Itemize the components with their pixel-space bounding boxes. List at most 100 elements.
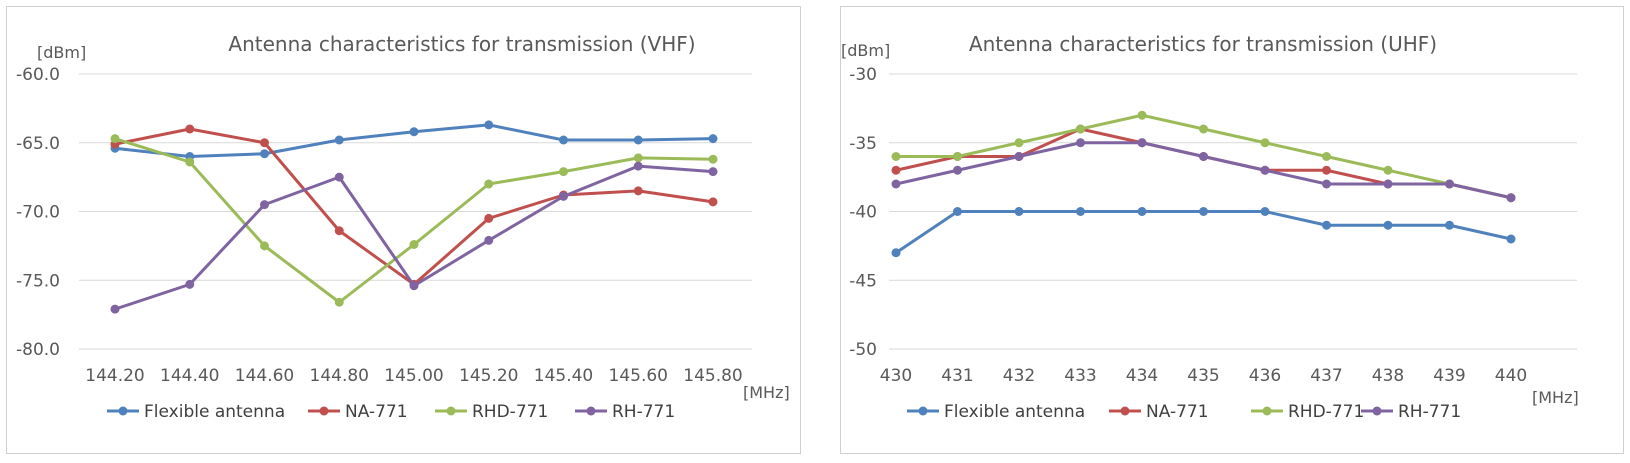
x-tick-label: 144.60 [235, 366, 294, 386]
legend-item-na-771: NA-771 [308, 402, 408, 422]
y-tick-label: -45 [849, 271, 877, 291]
x-axis-unit-label: [MHz] [743, 383, 790, 402]
series-line-flexible-antenna [894, 210, 1513, 255]
legend-item-flexible-antenna: Flexible antenna [107, 402, 285, 422]
data-point-na-771 [484, 213, 494, 223]
series-line-rhd-771 [113, 137, 715, 304]
x-axis-unit-label: [MHz] [1532, 388, 1579, 407]
x-tick-label: 145.80 [683, 366, 742, 386]
x-tick-label: 144.20 [85, 366, 144, 386]
legend-label: Flexible antenna [144, 402, 285, 422]
data-point-flexible-antenna [334, 135, 344, 145]
x-tick-label: 145.60 [609, 366, 668, 386]
data-point-rhd-771 [110, 134, 120, 144]
vhf-chart: Antenna characteristics for transmission… [16, 32, 790, 422]
data-point-rh-771 [559, 191, 568, 201]
x-tick-label: 438 [1372, 366, 1404, 386]
data-point-rhd-771 [1014, 138, 1024, 148]
legend-point-marker [918, 406, 928, 416]
x-tick-label: 432 [1003, 366, 1035, 386]
data-point-rh-771 [334, 172, 344, 182]
x-tick-label: 440 [1495, 366, 1527, 386]
data-point-rhd-771 [1076, 124, 1085, 134]
uhf-chart: Antenna characteristics for transmission… [841, 32, 1579, 422]
legend-label: NA-771 [1146, 402, 1209, 422]
data-point-rh-771 [1199, 152, 1208, 161]
y-tick-label: -30 [849, 65, 877, 85]
data-point-rh-771 [1506, 193, 1516, 203]
data-point-flexible-antenna [708, 134, 718, 144]
chart-title: Antenna characteristics for transmission… [969, 32, 1437, 56]
data-point-flexible-antenna [1445, 220, 1454, 230]
data-point-rhd-771 [1383, 165, 1393, 175]
data-point-rhd-771 [260, 241, 269, 251]
data-point-rh-771 [1137, 138, 1147, 148]
data-point-rh-771 [185, 279, 195, 289]
legend-item-rh-771: RH-771 [575, 402, 675, 422]
x-tick-label: 145.00 [384, 366, 443, 386]
data-point-rhd-771 [633, 153, 643, 163]
data-point-flexible-antenna [633, 135, 643, 145]
data-point-rh-771 [1322, 179, 1331, 189]
data-point-rh-771 [1445, 179, 1454, 189]
data-point-rhd-771 [708, 154, 718, 164]
data-point-rhd-771 [409, 240, 419, 249]
x-tick-label: 144.80 [310, 366, 369, 386]
data-point-na-771 [708, 197, 718, 207]
legend-point-marker [1372, 406, 1382, 416]
data-point-rh-771 [953, 165, 962, 175]
data-point-rh-771 [1076, 138, 1085, 148]
legend-label: RH-771 [1398, 402, 1461, 422]
y-tick-label: -65.0 [16, 134, 60, 154]
x-tick-label: 435 [1187, 366, 1219, 386]
data-point-na-771 [260, 138, 269, 148]
data-point-rhd-771 [1260, 138, 1270, 148]
x-tick-label: 436 [1249, 366, 1281, 386]
legend-point-marker [319, 406, 329, 416]
x-tick-label: 437 [1310, 366, 1342, 386]
legend-item-na-771: NA-771 [1109, 402, 1209, 422]
series-line-na-771 [113, 127, 715, 286]
data-point-flexible-antenna [1199, 207, 1208, 216]
data-point-flexible-antenna [1506, 234, 1516, 244]
x-tick-label: 145.20 [459, 366, 518, 386]
data-point-flexible-antenna [484, 120, 494, 130]
data-point-rh-771 [708, 167, 718, 177]
data-point-flexible-antenna [1076, 207, 1085, 216]
x-tick-label: 430 [880, 366, 912, 386]
data-point-rh-771 [1383, 179, 1393, 189]
legend-label: Flexible antenna [944, 402, 1085, 422]
uhf-chart-panel: Antenna characteristics for transmission… [840, 6, 1624, 454]
legend-item-rhd-771: RHD-771 [435, 402, 548, 422]
vhf-chart-panel: Antenna characteristics for transmission… [6, 6, 801, 454]
data-point-rhd-771 [334, 297, 344, 307]
data-point-rh-771 [110, 304, 120, 314]
y-tick-label: -75.0 [16, 271, 60, 291]
x-tick-label: 431 [941, 366, 973, 386]
legend-item-rhd-771: RHD-771 [1251, 402, 1364, 422]
y-tick-label: -40 [849, 203, 877, 223]
data-point-na-771 [891, 165, 901, 175]
data-point-flexible-antenna [953, 207, 962, 216]
data-point-rh-771 [260, 200, 269, 210]
y-axis-unit-label: [dBm] [841, 41, 890, 60]
data-point-rhd-771 [1199, 124, 1208, 134]
data-point-flexible-antenna [891, 248, 901, 258]
y-tick-label: -80.0 [16, 340, 60, 360]
y-tick-label: -50 [849, 340, 877, 360]
data-point-rh-771 [484, 235, 494, 245]
x-tick-label: 144.40 [160, 366, 219, 386]
data-point-rh-771 [633, 161, 643, 171]
data-point-na-771 [185, 124, 195, 134]
data-point-rh-771 [891, 179, 901, 189]
legend-point-marker [586, 406, 596, 416]
legend-point-marker [1262, 406, 1272, 416]
y-tick-label: -60.0 [16, 65, 60, 85]
data-point-na-771 [334, 226, 344, 236]
x-tick-label: 434 [1126, 366, 1158, 386]
legend-item-flexible-antenna: Flexible antenna [907, 402, 1085, 422]
legend-point-marker [446, 406, 456, 416]
data-point-rhd-771 [559, 167, 568, 177]
chart-title: Antenna characteristics for transmission… [228, 32, 695, 56]
data-point-na-771 [1322, 165, 1331, 175]
